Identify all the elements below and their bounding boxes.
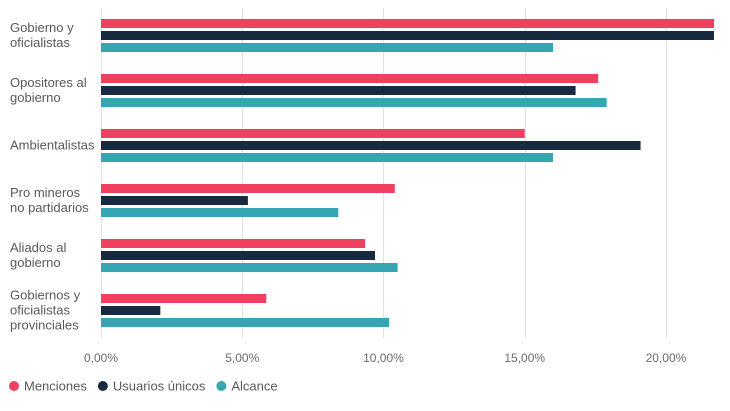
x-tick-label: 15,00%	[504, 351, 545, 365]
legend: Menciones Usuarios únicos Alcance	[9, 379, 278, 394]
legend-label: Menciones	[24, 379, 87, 394]
bars	[101, 19, 714, 327]
x-tick-label: 0,00%	[84, 351, 118, 365]
bar-alcance-0	[101, 43, 553, 52]
category-label: Ambientalistas	[10, 138, 95, 153]
category-label-line: gobierno	[10, 90, 61, 105]
category-label-line: Gobiernos y	[10, 288, 81, 303]
bar-menciones-4	[101, 239, 366, 248]
legend-marker	[97, 381, 108, 391]
bar-alcance-2	[101, 153, 553, 162]
bar-menciones-5	[101, 294, 267, 303]
category-label: Gobierno y oficialistas	[10, 20, 74, 50]
bar-usuarios-nicos-4	[101, 251, 376, 260]
category-label-line: no partidarios	[10, 200, 89, 215]
category-label-line: Opositores al	[10, 75, 87, 90]
category-label: Pro mineros no partidarios	[10, 185, 89, 215]
category-label-line: Gobierno y	[10, 20, 74, 35]
bar-alcance-4	[101, 263, 398, 272]
bar-usuarios-nicos-1	[101, 86, 576, 95]
x-tick-label: 20,00%	[646, 351, 687, 365]
bar-usuarios-nicos-0	[101, 31, 714, 40]
bar-menciones-0	[101, 19, 714, 28]
bar-alcance-3	[101, 208, 339, 217]
legend-label: Alcance	[231, 379, 277, 394]
bar-menciones-2	[101, 129, 525, 138]
bar-usuarios-nicos-3	[101, 196, 248, 205]
category-label-line: gobierno	[10, 255, 61, 270]
x-tick-label: 5,00%	[225, 351, 259, 365]
legend-marker	[9, 381, 19, 391]
category-label-line: Aliados al	[10, 240, 66, 255]
category-label-line: Ambientalistas	[10, 138, 95, 153]
bar-menciones-1	[101, 74, 599, 83]
x-tick-label: 10,00%	[363, 351, 404, 365]
category-label-line: oficialistas	[10, 303, 70, 318]
category-label-line: provinciales	[10, 318, 79, 333]
bar-usuarios-nicos-5	[101, 306, 161, 315]
category-label-line: Pro mineros	[10, 185, 81, 200]
category-label: Aliados al gobierno	[10, 240, 66, 270]
legend-label: Usuarios únicos	[113, 379, 206, 394]
bar-usuarios-nicos-2	[101, 141, 641, 150]
category-label: Gobiernos y oficialistas provinciales	[10, 288, 81, 333]
bar-menciones-3	[101, 184, 395, 193]
gridlines	[101, 8, 667, 338]
category-label: Opositores al gobierno	[10, 75, 87, 105]
bar-alcance-1	[101, 98, 607, 107]
x-axis-tick-labels: 0,00% 5,00% 10,00% 15,00% 20,00%	[84, 351, 687, 365]
legend-marker	[216, 381, 227, 391]
category-label-line: oficialistas	[10, 35, 70, 50]
bar-alcance-5	[101, 318, 390, 327]
